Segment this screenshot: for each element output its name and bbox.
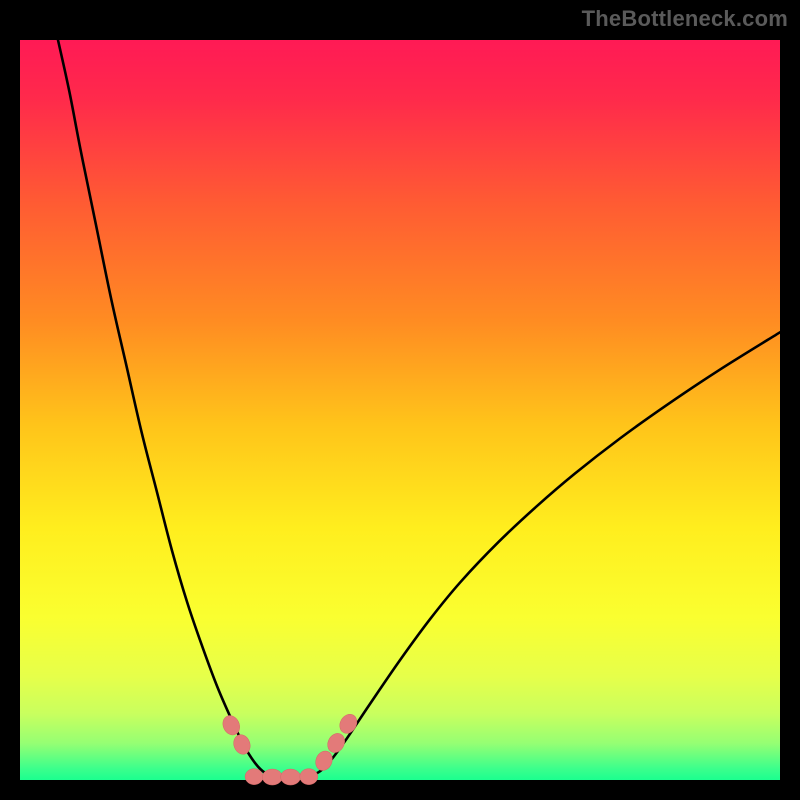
highlight-marker bbox=[262, 769, 282, 785]
watermark-text: TheBottleneck.com bbox=[582, 6, 788, 32]
highlight-marker bbox=[281, 769, 301, 785]
chart-svg bbox=[20, 40, 780, 780]
curve-right bbox=[297, 332, 780, 777]
curve-left bbox=[58, 40, 297, 778]
highlight-marker bbox=[300, 769, 318, 785]
figure-root: TheBottleneck.com bbox=[0, 0, 800, 800]
highlight-marker bbox=[336, 711, 360, 736]
highlight-marker bbox=[245, 769, 263, 785]
